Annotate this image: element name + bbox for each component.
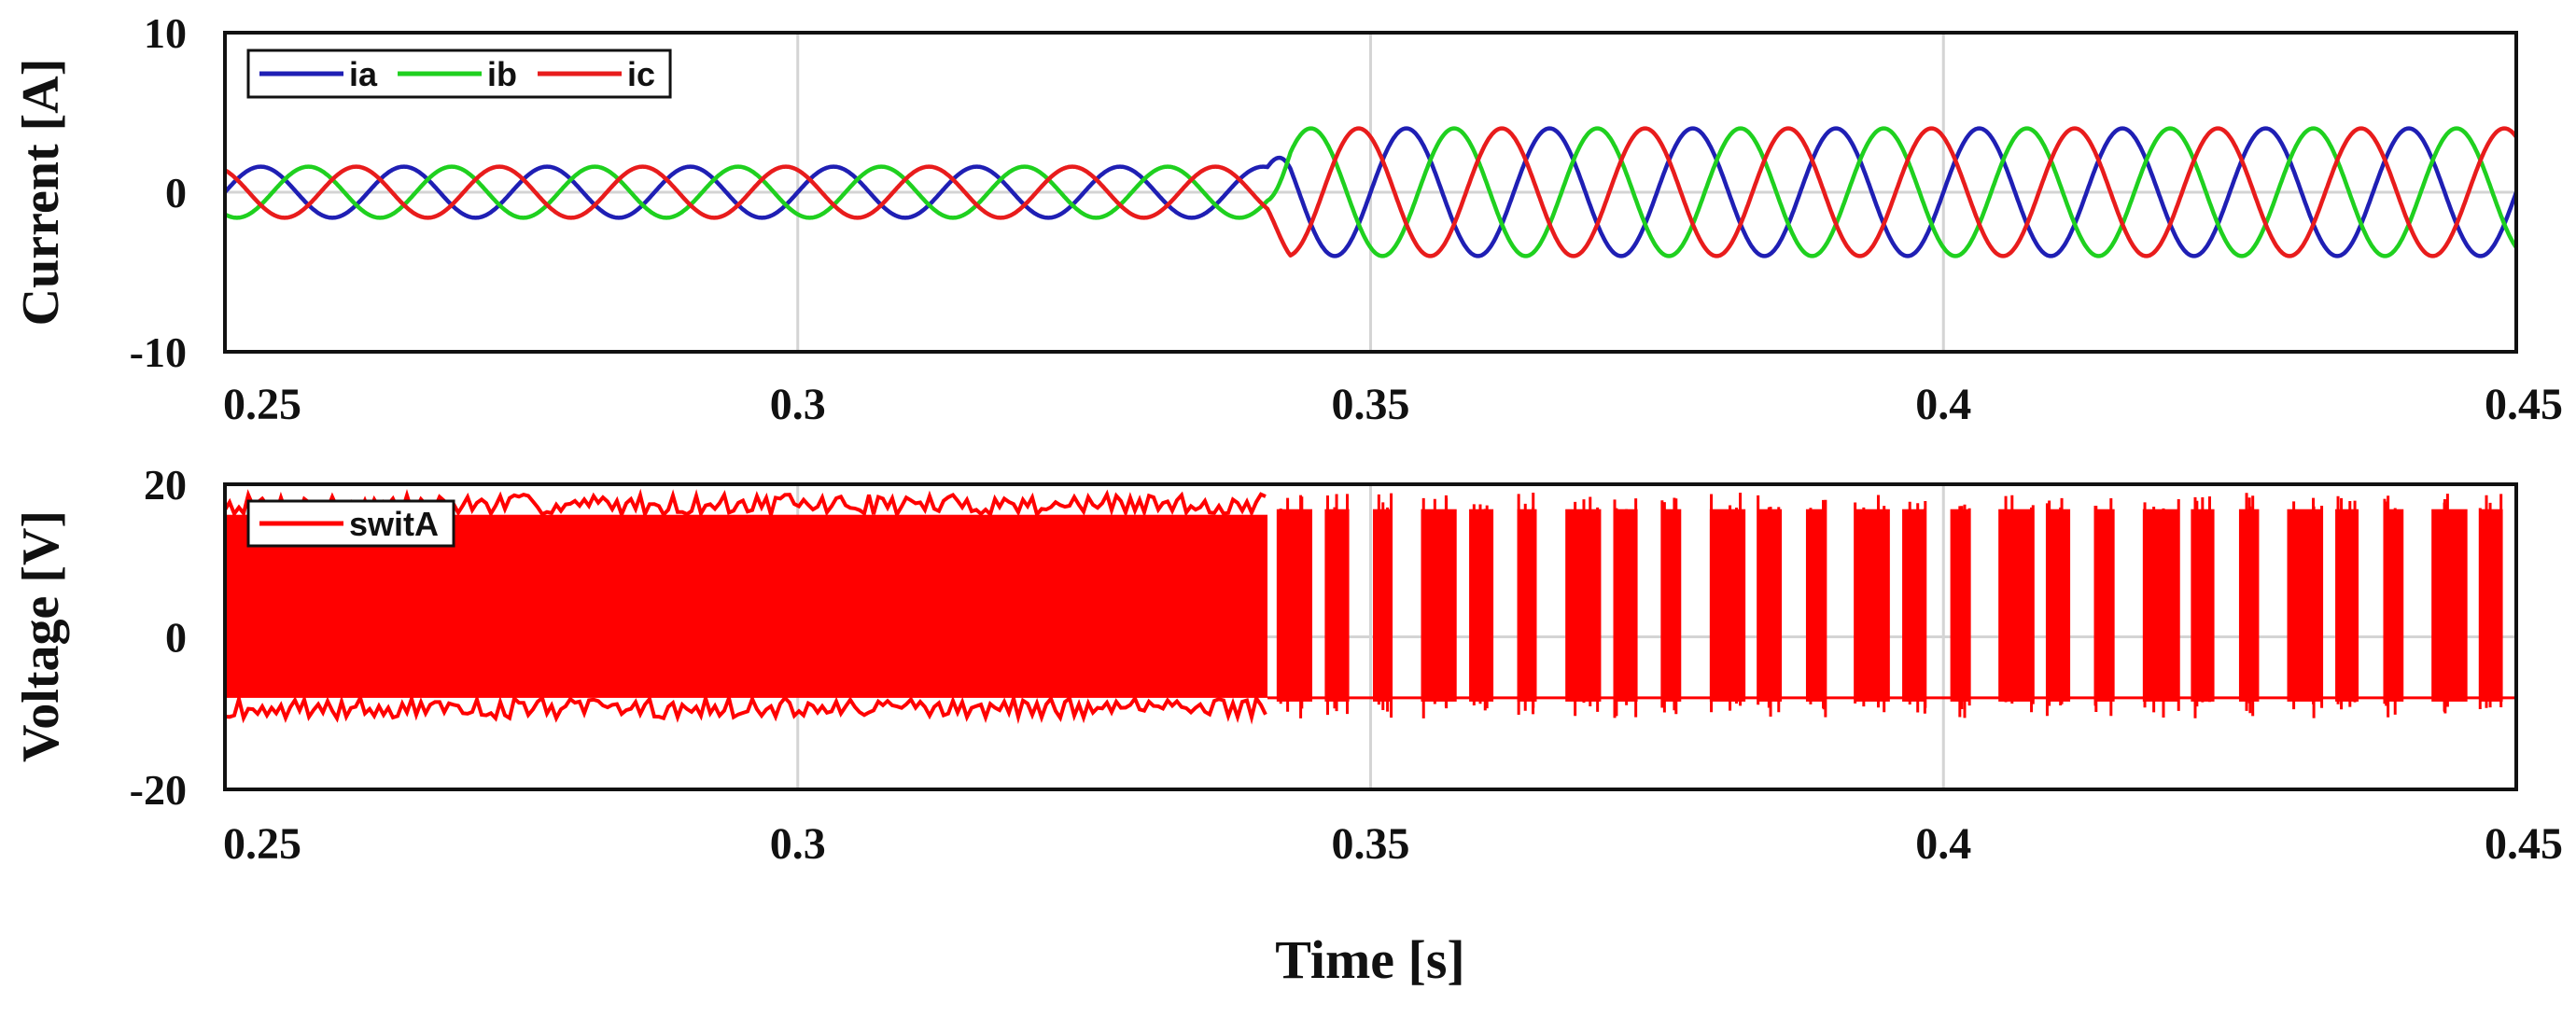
y-tick-label: 10	[144, 9, 187, 57]
x-tick-label: 0.3	[770, 380, 826, 429]
voltage-x-ticks: 0.25 0.3 0.35 0.4 0.45	[223, 819, 2563, 869]
voltage-plot-frame	[223, 482, 2518, 791]
voltage-legend: switA	[246, 499, 455, 548]
x-tick-label: 0.45	[2485, 819, 2563, 869]
current-legend: ia ib ic	[246, 49, 672, 99]
series-line-ia	[223, 126, 2519, 258]
legend-label-ib: ib	[487, 55, 517, 93]
series-line-ib	[223, 126, 2518, 258]
series-line-ic	[223, 126, 2518, 258]
x-tick-label: 0.4	[1915, 380, 1971, 429]
x-axis-label: Time [s]	[1275, 929, 1465, 990]
series-pulse-switA	[1276, 509, 1312, 702]
series-pulse-switA	[2094, 509, 2115, 702]
series-pulse-switA	[2142, 509, 2179, 702]
x-tick-label: 0.25	[223, 380, 301, 429]
series-pulse-switA	[1902, 509, 1926, 702]
series-pulse-switA	[1421, 509, 1457, 702]
x-tick-label: 0.45	[2485, 380, 2563, 429]
y-tick-label: 0	[165, 614, 187, 662]
y-tick-label: 20	[144, 461, 187, 509]
legend-label-switA: switA	[349, 505, 439, 543]
y-tick-label: 0	[165, 169, 187, 216]
current-y-axis-label: Current [A]	[12, 59, 70, 327]
x-tick-label: 0.35	[1332, 819, 1410, 869]
x-tick-label: 0.4	[1915, 819, 1971, 869]
series-pulse-switA	[1998, 509, 2035, 702]
current-plot-frame	[223, 31, 2518, 354]
x-tick-label: 0.35	[1332, 380, 1410, 429]
x-tick-label: 0.25	[223, 819, 301, 869]
series-pulse-switA	[2431, 509, 2468, 702]
voltage-y-ticks: 20 0 -20	[130, 461, 187, 814]
current-x-ticks: 0.25 0.3 0.35 0.4 0.45	[223, 380, 2563, 429]
voltage-y-axis-label: Voltage [V]	[12, 510, 70, 762]
legend-label-ia: ia	[349, 55, 378, 93]
y-tick-label: -20	[130, 766, 187, 814]
current-series	[223, 126, 2519, 258]
y-tick-label: -10	[130, 328, 187, 376]
series-noise-bottom-switA	[224, 691, 1267, 725]
voltage-series	[223, 488, 2516, 725]
legend-label-ic: ic	[627, 55, 655, 93]
current-y-ticks: 10 0 -10	[130, 9, 187, 376]
current-panel: 10 0 -10 0.25 0.3 0.35 0.4 0.45 Current [A] ia…	[12, 9, 2563, 429]
voltage-panel: 20 0 -20 0.25 0.3 0.35 0.4 0.45 Voltage [V] sw…	[12, 461, 2563, 869]
x-tick-label: 0.3	[770, 819, 826, 869]
